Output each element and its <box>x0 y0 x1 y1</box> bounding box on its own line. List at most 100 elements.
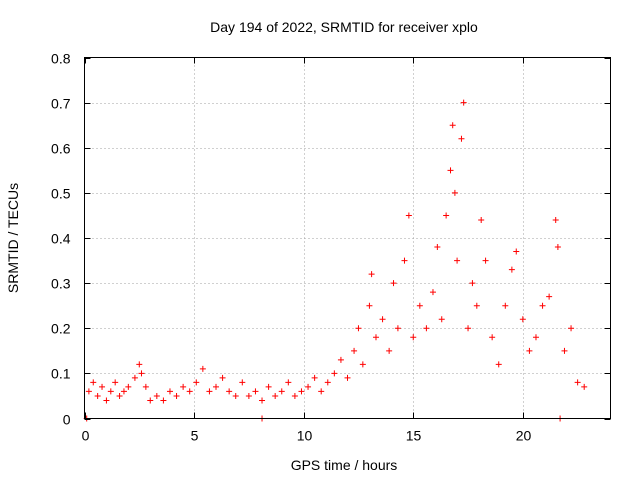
data-point <box>160 397 167 404</box>
data-point <box>120 388 127 395</box>
data-point <box>180 383 187 390</box>
data-point <box>561 347 568 354</box>
data-point <box>103 397 110 404</box>
data-point <box>519 316 526 323</box>
data-point <box>574 379 581 386</box>
data-point <box>107 388 114 395</box>
y-tick-label: 0.4 <box>51 231 71 247</box>
data-point <box>469 280 476 287</box>
y-axis-label: SRMTID / TECUs <box>5 183 21 293</box>
data-point <box>495 361 502 368</box>
data-point <box>138 370 145 377</box>
data-point <box>213 383 219 390</box>
data-point <box>285 379 292 386</box>
data-point <box>186 388 193 395</box>
data-point <box>451 189 458 196</box>
y-tick-label: 0.7 <box>51 96 71 112</box>
data-point <box>305 383 312 390</box>
data-point <box>265 383 272 390</box>
data-point <box>460 99 467 106</box>
data-point <box>416 302 423 309</box>
data-point <box>526 347 533 354</box>
data-point <box>94 392 101 399</box>
data-point <box>245 392 252 399</box>
data-point <box>372 334 379 341</box>
data-point <box>331 370 338 377</box>
data-point <box>405 212 412 219</box>
data-point <box>259 397 266 404</box>
data-point <box>99 383 106 390</box>
data-points <box>83 99 588 422</box>
data-point <box>443 212 450 219</box>
data-point <box>508 266 515 273</box>
data-point <box>291 392 298 399</box>
data-point <box>85 388 92 395</box>
data-point <box>125 383 132 390</box>
data-point <box>401 257 408 264</box>
data-point <box>193 379 200 386</box>
data-point <box>142 383 149 390</box>
data-point <box>116 392 123 399</box>
data-point <box>226 388 233 395</box>
x-tick-label: 15 <box>406 428 422 444</box>
data-point <box>153 392 160 399</box>
data-point <box>482 257 489 264</box>
data-point <box>318 388 325 395</box>
x-tick-labels: 0 5 10 15 20 <box>82 428 532 444</box>
data-point <box>252 388 259 395</box>
y-tick-label: 0.3 <box>51 276 71 292</box>
data-point <box>90 379 97 386</box>
data-point <box>438 316 445 323</box>
data-point <box>390 280 397 287</box>
data-point <box>423 325 430 332</box>
data-point <box>166 388 173 395</box>
y-tick-label: 0 <box>63 412 71 428</box>
x-tick-label: 20 <box>516 428 532 444</box>
data-point <box>568 325 575 332</box>
data-point <box>434 244 441 251</box>
grid <box>84 57 611 419</box>
data-point <box>351 347 358 354</box>
data-point <box>478 216 485 223</box>
data-point <box>298 388 305 395</box>
data-point <box>386 347 393 354</box>
data-point <box>272 392 279 399</box>
data-point <box>546 293 553 300</box>
x-tick-label: 5 <box>191 428 199 444</box>
axis-ticks <box>84 57 611 420</box>
data-point <box>447 167 454 174</box>
data-point <box>359 361 366 368</box>
data-point <box>532 334 539 341</box>
data-point <box>112 379 119 386</box>
data-point <box>489 334 496 341</box>
data-point <box>473 302 480 309</box>
data-point <box>429 289 436 296</box>
data-point <box>454 257 461 264</box>
data-point <box>552 216 559 223</box>
data-point <box>394 325 401 332</box>
data-point <box>232 392 239 399</box>
data-point <box>131 374 138 381</box>
data-point <box>513 248 520 255</box>
data-point <box>502 302 509 309</box>
data-point <box>344 374 351 381</box>
data-point <box>368 271 375 278</box>
data-point <box>355 325 362 332</box>
data-point <box>366 302 373 309</box>
data-point <box>449 122 456 129</box>
data-point <box>147 397 154 404</box>
data-point <box>539 302 546 309</box>
data-point <box>199 365 206 372</box>
data-point <box>379 316 386 323</box>
data-point <box>311 374 318 381</box>
y-tick-label: 0.6 <box>51 141 71 157</box>
y-tick-label: 0.2 <box>51 321 71 337</box>
data-point <box>278 388 285 395</box>
data-point <box>410 334 417 341</box>
data-point <box>554 244 561 251</box>
x-tick-label: 0 <box>82 428 90 444</box>
y-tick-labels: 0 0.1 0.2 0.3 0.4 0.5 0.6 0.7 0.8 <box>51 51 71 428</box>
data-point <box>206 388 213 395</box>
data-point <box>337 356 344 363</box>
